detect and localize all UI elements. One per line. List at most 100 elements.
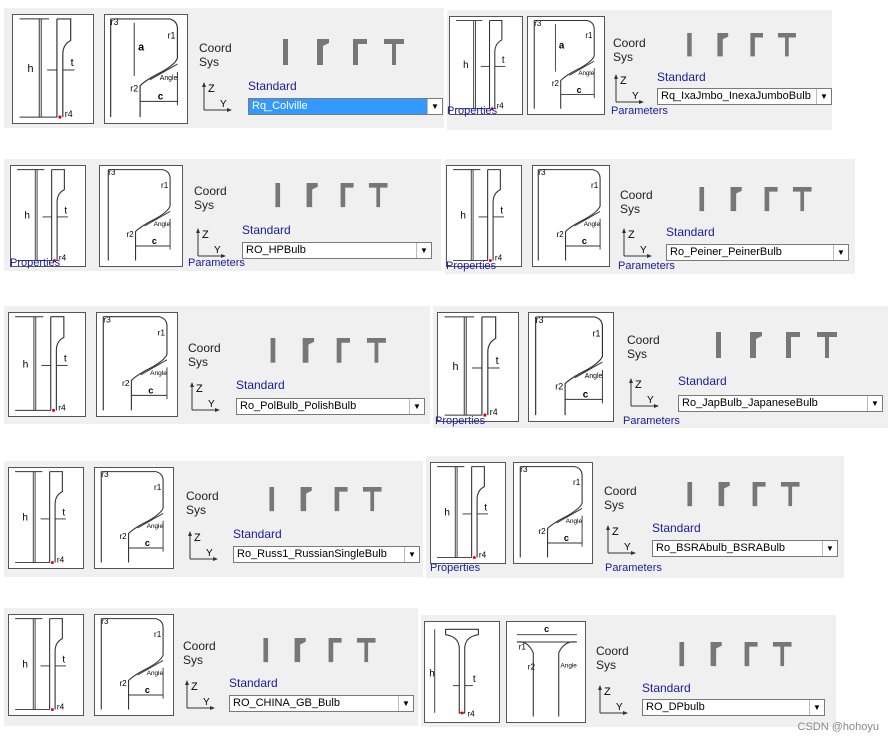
- chevron-down-icon[interactable]: ▼: [416, 243, 431, 258]
- coord-sys-label: Coord Sys: [186, 489, 219, 517]
- standard-select[interactable]: Ro_PolBulb_PolishBulb ▼: [236, 398, 425, 415]
- chevron-down-icon[interactable]: ▼: [409, 399, 424, 414]
- svg-text:r4: r4: [65, 109, 73, 119]
- parameters-tab[interactable]: Parameters: [611, 105, 668, 117]
- svg-text:t: t: [502, 55, 505, 66]
- bar-profile-icon: [687, 32, 692, 57]
- profile-type-icons: [268, 182, 408, 210]
- parameters-tab[interactable]: Parameters: [605, 562, 662, 574]
- svg-text:h: h: [463, 60, 468, 71]
- angle-profile-icon: [786, 332, 800, 358]
- standard-select-value: Rq_IxaJmbo_InexaJumboBulb: [661, 90, 811, 102]
- standard-label: Standard: [248, 79, 297, 93]
- svg-text:r4: r4: [490, 407, 498, 417]
- angle-profile-icon: [353, 39, 367, 65]
- standard-select-value: RO_HPBulb: [246, 244, 306, 256]
- tee-profile-icon: [778, 32, 797, 57]
- chevron-down-icon[interactable]: ▼: [427, 99, 442, 114]
- standard-select-value: Ro_BSRAbulb_BSRABulb: [656, 542, 786, 554]
- standard-select[interactable]: RO_DPbulb ▼: [642, 699, 825, 716]
- svg-text:t: t: [71, 57, 74, 69]
- svg-text:h: h: [23, 359, 29, 370]
- bar-profile-icon: [270, 337, 276, 363]
- standard-select[interactable]: Rq_IxaJmbo_InexaJumboBulb ▼: [657, 88, 832, 105]
- tee-profile-icon: [357, 638, 376, 663]
- tee-profile-icon: [793, 187, 812, 212]
- svg-text:r3: r3: [538, 168, 546, 177]
- parameters-tab[interactable]: Parameters: [623, 415, 680, 427]
- profile-type-icons: [680, 32, 815, 59]
- coord-sys-label: Coord Sys: [194, 184, 227, 212]
- properties-tab[interactable]: Properties: [447, 105, 498, 117]
- svg-text:r4: r4: [495, 254, 503, 263]
- chevron-down-icon[interactable]: ▼: [816, 89, 831, 104]
- svg-text:t: t: [64, 205, 67, 216]
- svg-text:t: t: [496, 355, 499, 367]
- svg-text:Angle: Angle: [150, 370, 167, 377]
- standard-label: Standard: [678, 374, 727, 388]
- profile-parameter-diagram: r3 r1 Angle r2 c: [96, 312, 178, 417]
- coord-sys-label: Coord Sys: [620, 188, 653, 216]
- coordinate-axes-icon: Z Y: [183, 678, 217, 712]
- profile-parameter-diagram: r3 r1 Angle r2 c: [99, 165, 183, 267]
- parameters-tab[interactable]: Parameters: [188, 257, 245, 269]
- svg-text:Z: Z: [208, 83, 215, 95]
- properties-tab[interactable]: Properties: [435, 415, 486, 427]
- angle-profile-icon: [750, 32, 763, 57]
- angle-profile-icon: [334, 487, 348, 512]
- standard-select-value: RO_CHINA_GB_Bulb: [233, 697, 340, 709]
- profile-shape-diagram: h t r4: [424, 621, 500, 723]
- profile-parameter-diagram: r3 r1 Angle r2 c: [528, 312, 614, 422]
- svg-text:r4: r4: [59, 254, 67, 263]
- chevron-down-icon[interactable]: ▼: [822, 541, 837, 556]
- svg-text:h: h: [22, 513, 28, 524]
- properties-tab[interactable]: Properties: [430, 562, 481, 574]
- chevron-down-icon[interactable]: ▼: [404, 547, 419, 562]
- profile-shape-diagram: h t r4: [8, 467, 84, 569]
- coord-sys-label: Coord Sys: [613, 36, 646, 64]
- svg-text:r4: r4: [58, 402, 66, 412]
- standard-select-value: Rq_Colville: [252, 100, 308, 112]
- profile-type-icons: [708, 331, 858, 361]
- svg-text:r1: r1: [168, 31, 176, 41]
- profile-shape-diagram: h t r4: [10, 165, 86, 267]
- svg-text:r1: r1: [585, 31, 593, 40]
- coord-sys-label: Coord Sys: [604, 484, 637, 512]
- standard-select[interactable]: Ro_JapBulb_JapaneseBulb ▼: [678, 395, 883, 412]
- standard-select[interactable]: Rq_Colville ▼: [248, 98, 443, 115]
- standard-select[interactable]: Ro_BSRAbulb_BSRABulb ▼: [652, 540, 838, 557]
- svg-text:h: h: [460, 211, 466, 222]
- bulb-profile-icon: [719, 482, 731, 507]
- chevron-down-icon[interactable]: ▼: [833, 245, 848, 260]
- parameters-tab[interactable]: Parameters: [618, 260, 675, 272]
- chevron-down-icon[interactable]: ▼: [398, 696, 413, 711]
- tee-profile-icon: [773, 642, 792, 667]
- svg-text:r1: r1: [591, 181, 599, 190]
- svg-text:Z: Z: [191, 681, 198, 693]
- profile-type-icons: [275, 38, 425, 68]
- bulb-profile-icon: [317, 39, 329, 65]
- properties-tab[interactable]: Properties: [10, 257, 61, 269]
- svg-text:Z: Z: [612, 526, 619, 538]
- svg-text:r3: r3: [536, 315, 544, 325]
- bar-profile-icon: [716, 332, 721, 358]
- svg-text:c: c: [583, 389, 589, 400]
- svg-text:Z: Z: [628, 229, 635, 241]
- chevron-down-icon[interactable]: ▼: [867, 396, 882, 411]
- svg-text:c: c: [582, 236, 587, 246]
- coordinate-axes-icon: Z Y: [200, 80, 234, 114]
- profile-parameter-diagram: r3 r1 Angle r2 c: [94, 467, 174, 569]
- coordinate-axes-icon: Z Y: [194, 226, 228, 260]
- angle-profile-icon: [328, 638, 342, 663]
- standard-select[interactable]: RO_HPBulb ▼: [242, 242, 432, 259]
- svg-text:Y: Y: [214, 245, 221, 256]
- properties-tab[interactable]: Properties: [446, 260, 497, 272]
- coordinate-axes-icon: Z Y: [188, 380, 222, 414]
- standard-select[interactable]: RO_CHINA_GB_Bulb ▼: [229, 695, 414, 712]
- svg-text:r1: r1: [154, 630, 162, 639]
- profile-shape-diagram: h t r4: [8, 312, 86, 417]
- profile-type-icons: [262, 486, 402, 514]
- chevron-down-icon[interactable]: ▼: [809, 700, 824, 715]
- standard-select[interactable]: Ro_Peiner_PeinerBulb ▼: [666, 244, 849, 261]
- standard-select[interactable]: Ro_Russ1_RussianSingleBulb ▼: [233, 546, 420, 563]
